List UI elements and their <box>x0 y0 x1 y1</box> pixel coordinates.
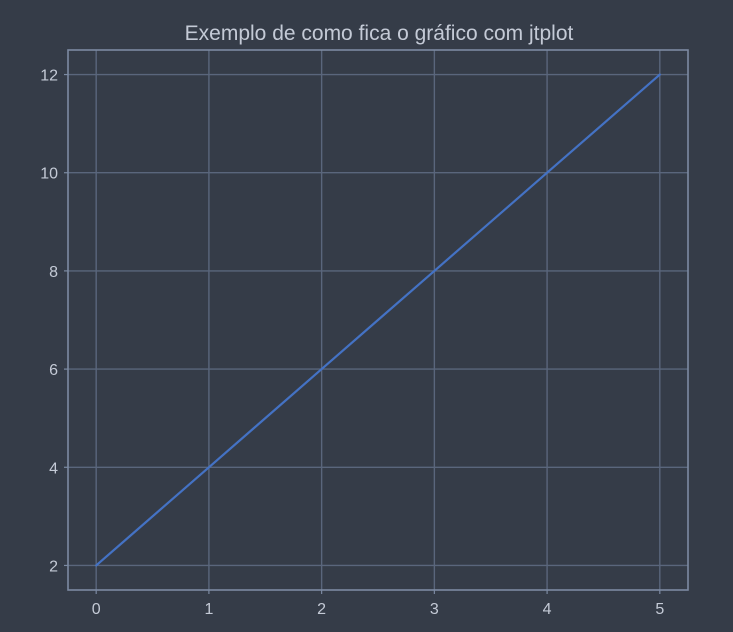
x-tick-label: 0 <box>92 601 101 618</box>
plot-frame <box>67 49 689 591</box>
x-tick-label: 1 <box>204 601 213 618</box>
y-tick-label: 8 <box>49 264 58 281</box>
x-tick-label: 5 <box>655 601 664 618</box>
x-tick-label: 3 <box>430 601 439 618</box>
y-tick-label: 12 <box>40 68 58 85</box>
series-line <box>95 73 661 567</box>
y-tick-label: 10 <box>40 166 58 183</box>
y-tick-label: 6 <box>49 362 58 379</box>
x-tick-label: 4 <box>543 601 552 618</box>
chart-title: Exemplo de como fica o gráfico com jtplo… <box>185 22 574 45</box>
y-tick-label: 2 <box>49 558 58 575</box>
series-layer <box>95 73 661 567</box>
grid <box>68 50 688 590</box>
x-tick-label: 2 <box>317 601 326 618</box>
y-tick-label: 4 <box>49 460 58 477</box>
